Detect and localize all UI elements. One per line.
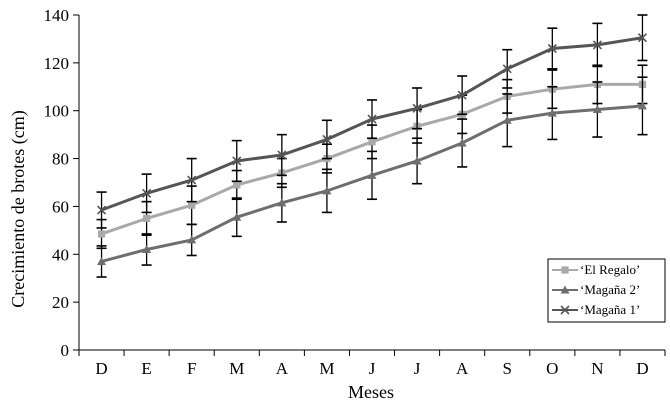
data-point bbox=[277, 150, 287, 160]
data-point bbox=[322, 186, 332, 195]
data-point bbox=[412, 103, 422, 113]
data-point bbox=[547, 108, 557, 117]
legend-marker bbox=[561, 266, 569, 274]
data-point bbox=[232, 212, 242, 221]
y-tick-label: 0 bbox=[61, 341, 70, 360]
data-point bbox=[322, 134, 332, 144]
legend-item: ‘El Regalo’ bbox=[552, 262, 640, 277]
data-point bbox=[592, 105, 602, 114]
data-point bbox=[368, 138, 376, 146]
legend-marker bbox=[560, 305, 570, 315]
data-point bbox=[412, 156, 422, 165]
data-point bbox=[277, 198, 287, 207]
data-point bbox=[502, 64, 512, 74]
axes: 0 20 40 60 80 100 120 140 D E F M A M J J A S O N D bbox=[44, 6, 666, 378]
series-3 bbox=[96, 14, 648, 229]
series-2 bbox=[96, 76, 648, 278]
data-point bbox=[143, 214, 151, 222]
data-point bbox=[457, 90, 467, 100]
legend-label: ‘El Regalo’ bbox=[580, 262, 640, 277]
data-point bbox=[637, 33, 648, 43]
legend: ‘El Regalo’ ‘Magaña 2’ ‘Magaña 1’ bbox=[547, 258, 666, 323]
legend-label: ‘Magaña 1’ bbox=[580, 302, 640, 317]
y-tick-label: 40 bbox=[52, 245, 69, 264]
data-point bbox=[367, 114, 377, 124]
data-point bbox=[232, 156, 242, 166]
data-point bbox=[142, 245, 152, 253]
data-point bbox=[96, 205, 107, 215]
x-tick-label: A bbox=[276, 359, 289, 378]
legend-label: ‘Magaña 2’ bbox=[580, 282, 640, 297]
legend-item: ‘Magaña 2’ bbox=[552, 282, 640, 297]
x-tick-label: M bbox=[319, 359, 334, 378]
data-point bbox=[502, 115, 512, 124]
plot-area bbox=[96, 14, 648, 278]
x-tick-label: E bbox=[141, 359, 151, 378]
data-point bbox=[188, 201, 196, 209]
data-point bbox=[187, 175, 197, 185]
y-tick-label: 60 bbox=[52, 197, 69, 216]
data-point bbox=[233, 181, 241, 189]
y-tick-label: 100 bbox=[44, 102, 70, 121]
data-point bbox=[637, 101, 647, 110]
y-tick-label: 80 bbox=[52, 150, 69, 169]
data-point bbox=[592, 40, 602, 50]
x-tick-label: O bbox=[546, 359, 558, 378]
legend-item: ‘Magaña 1’ bbox=[552, 302, 640, 317]
legend-marker bbox=[560, 285, 570, 294]
y-tick-label: 20 bbox=[52, 293, 69, 312]
data-point bbox=[97, 256, 107, 265]
x-tick-label: A bbox=[456, 359, 469, 378]
data-point bbox=[457, 138, 467, 147]
y-tick-label: 120 bbox=[44, 54, 70, 73]
x-tick-label: F bbox=[187, 359, 196, 378]
y-axis-title: Crecimiento de brotes (cm) bbox=[8, 110, 29, 307]
data-point bbox=[97, 230, 106, 238]
x-tick-label: S bbox=[502, 359, 511, 378]
x-tick-label: D bbox=[636, 359, 648, 378]
data-point bbox=[142, 188, 152, 198]
data-point bbox=[367, 170, 377, 179]
x-tick-label: J bbox=[369, 359, 376, 378]
data-point bbox=[547, 43, 557, 54]
x-axis-title: Meses bbox=[348, 382, 394, 402]
data-point bbox=[187, 235, 197, 244]
x-tick-label: J bbox=[414, 359, 421, 378]
x-tick-label: D bbox=[95, 359, 107, 378]
x-tick-label: M bbox=[229, 359, 244, 378]
y-tick-label: 140 bbox=[44, 6, 70, 25]
x-tick-label: N bbox=[591, 359, 603, 378]
